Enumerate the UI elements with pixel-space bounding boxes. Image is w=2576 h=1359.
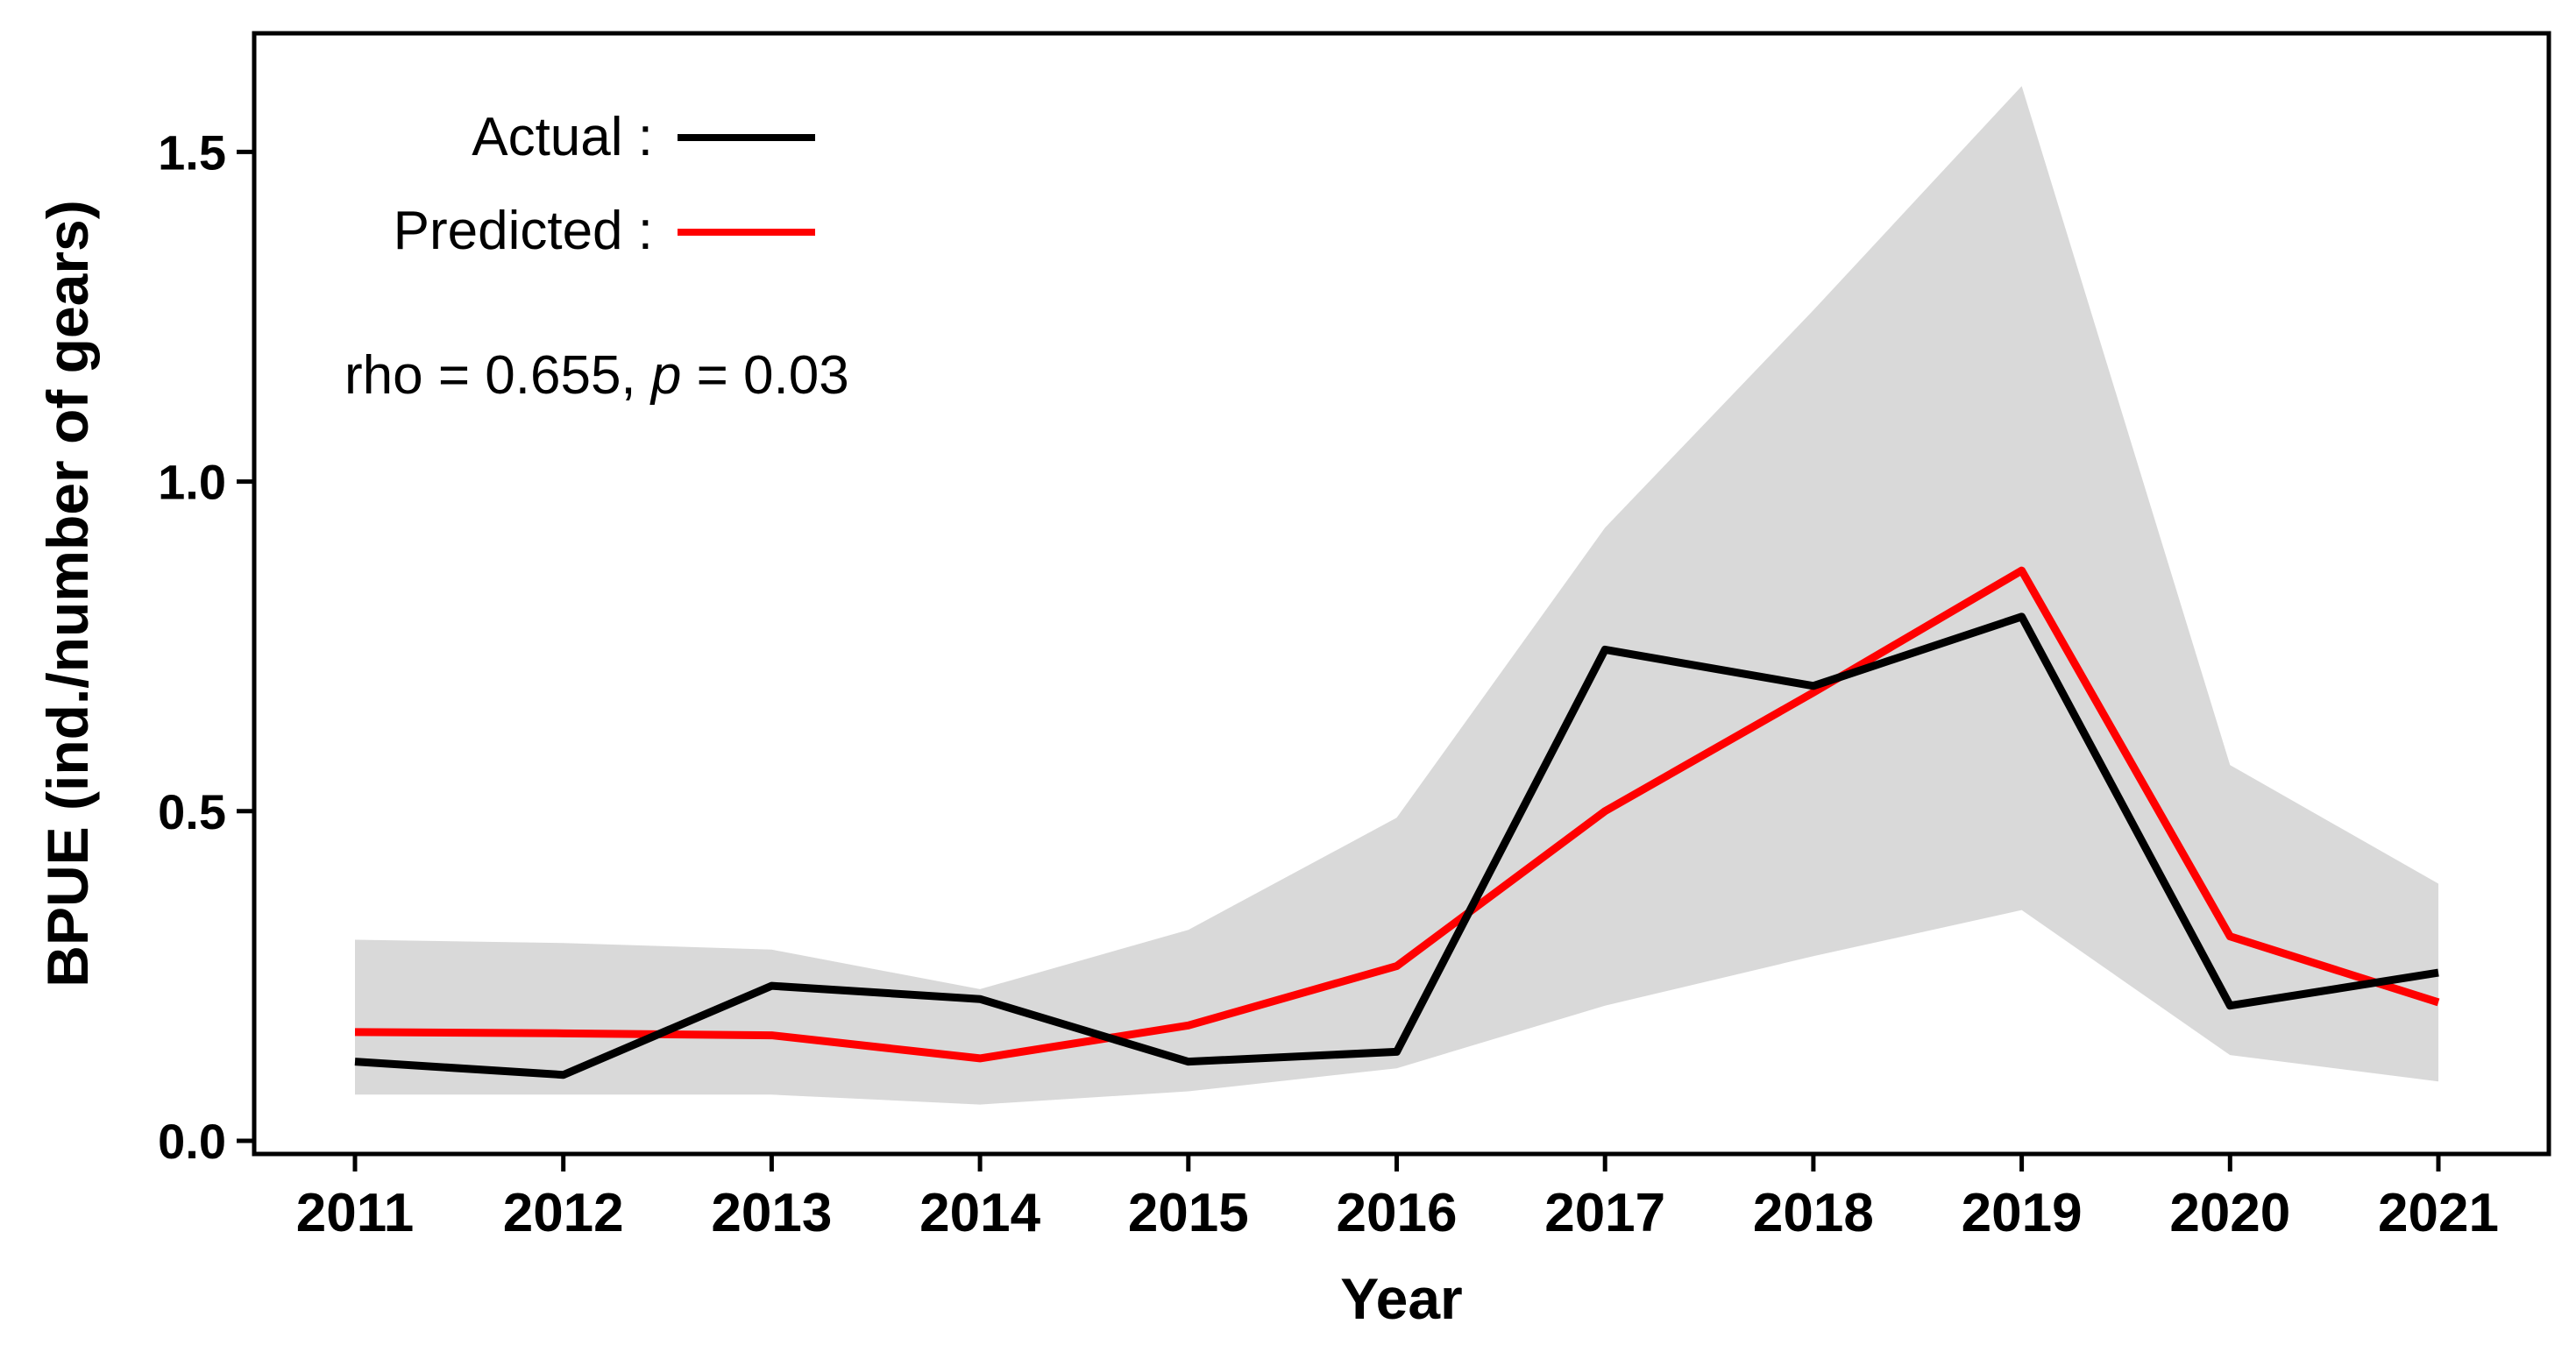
y-tick-label: 0.5 [158,784,226,839]
annotation-prefix: rho = 0.655, [344,345,651,406]
legend: Actual : Predicted : [394,107,815,261]
series-line-actual [354,612,2439,1079]
x-axis: 2011 2012 2013 2014 2015 2016 2017 2018 2019 2020… [296,1154,2499,1243]
plot-frame [252,31,2551,1157]
x-tick-label: 2015 [1128,1183,1249,1243]
x-tick-label: 2013 [711,1183,832,1243]
confidence-band [355,86,2438,1105]
confidence-band-layer [355,86,2438,1105]
y-axis: 0.0 0.5 1.0 1.5 [158,124,254,1169]
legend-label-actual: Actual : [472,107,653,167]
legend-label-predicted: Predicted : [394,201,653,261]
x-tick-label: 2019 [1962,1183,2083,1243]
annotation-p-symbol: p [649,345,681,406]
x-tick-label: 2011 [296,1183,415,1243]
y-tick-label: 1.0 [158,455,226,510]
x-tick-label: 2021 [2378,1183,2499,1243]
correlation-annotation: rho = 0.655, p = 0.03 [344,345,849,406]
x-tick-label: 2020 [2169,1183,2290,1243]
x-tick-label: 2014 [919,1183,1040,1243]
series-layer [354,566,2440,1079]
x-tick-label: 2018 [1753,1183,1874,1243]
y-tick-label: 1.5 [158,124,226,180]
y-tick-label: 0.0 [158,1114,226,1169]
series-line-predicted [354,566,2440,1063]
x-tick-label: 2012 [503,1183,624,1243]
annotation-suffix: = 0.03 [681,345,848,406]
x-tick-label: 2016 [1337,1183,1458,1243]
x-axis-title: Year [1340,1266,1462,1331]
x-tick-label: 2017 [1544,1183,1665,1243]
y-axis-title: BPUE (ind./number of gears) [35,200,100,987]
